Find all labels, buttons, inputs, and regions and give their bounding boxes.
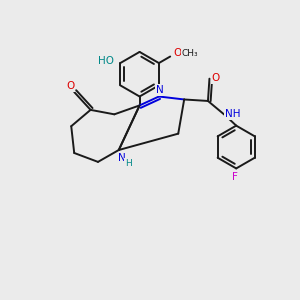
Text: NH: NH: [225, 109, 240, 119]
Text: O: O: [173, 48, 182, 58]
Text: CH₃: CH₃: [182, 49, 198, 58]
Text: HO: HO: [98, 56, 114, 66]
Text: N: N: [156, 85, 164, 95]
Text: O: O: [212, 73, 220, 83]
Text: H: H: [125, 159, 132, 168]
Text: F: F: [232, 172, 238, 182]
Text: N: N: [118, 153, 126, 163]
Text: O: O: [67, 81, 75, 91]
